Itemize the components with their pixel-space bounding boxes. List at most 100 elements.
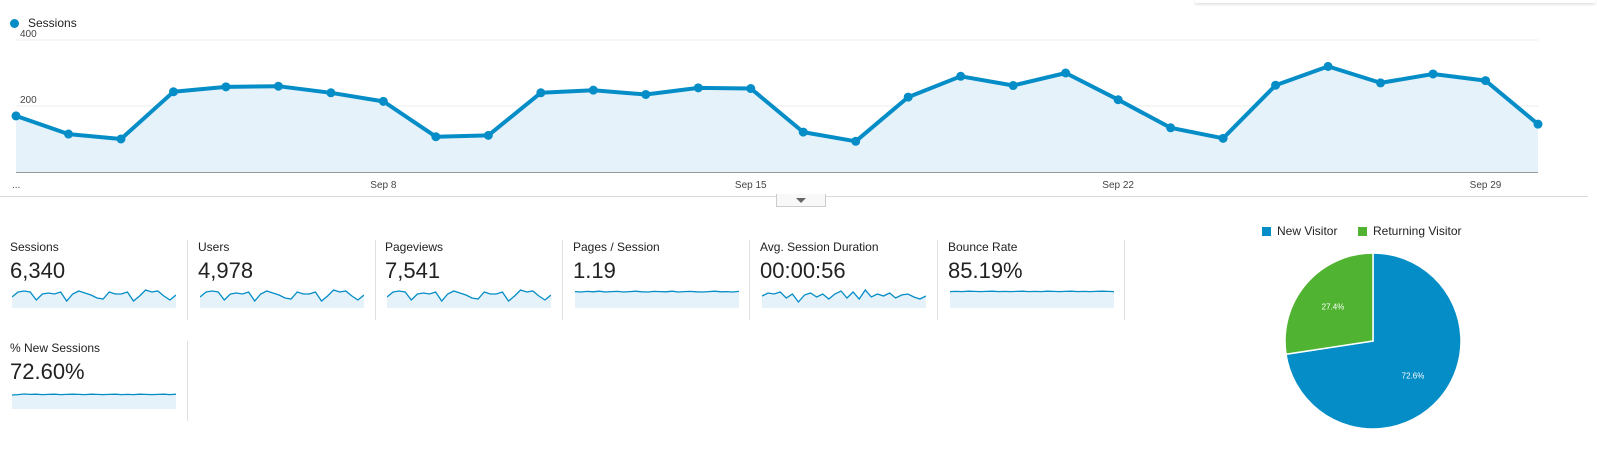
data-point[interactable] — [1533, 119, 1543, 129]
metric-avg-session-duration[interactable]: Avg. Session Duration 00:00:56 — [760, 240, 940, 320]
metric-sparkline — [762, 288, 926, 308]
metric-separator — [1124, 240, 1125, 320]
data-point[interactable] — [11, 111, 21, 121]
data-point[interactable] — [746, 84, 756, 94]
sparkline-line — [12, 393, 176, 396]
metric-sparkline — [387, 289, 551, 308]
metric-label: Users — [198, 240, 230, 254]
sessions-line — [15, 64, 1540, 144]
caret-down-icon — [796, 197, 806, 203]
data-point[interactable] — [483, 130, 493, 140]
data-point[interactable] — [1008, 81, 1018, 91]
data-point[interactable] — [641, 89, 651, 99]
data-point[interactable] — [1376, 78, 1386, 88]
metric-value: 72.60% — [10, 359, 85, 384]
data-point[interactable] — [1271, 80, 1281, 90]
pie-slice-label: 72.6% — [1402, 371, 1425, 380]
main-chart-legend[interactable]: Sessions — [10, 16, 77, 30]
sparkline-fill — [12, 394, 176, 409]
metric-sparkline — [200, 289, 364, 308]
metric-bounce-rate[interactable]: Bounce Rate 85.19% — [948, 240, 1128, 320]
x-tick-label: ... — [12, 180, 20, 191]
metric-value: 85.19% — [948, 258, 1023, 283]
sparkline-fill — [200, 290, 364, 308]
metric-new-sessions[interactable]: % New Sessions 72.60% — [10, 341, 190, 421]
overlay-panel-edge — [1195, 0, 1595, 3]
metric-label: Sessions — [10, 240, 59, 254]
y-tick-label: 200 — [20, 95, 37, 106]
data-point[interactable] — [1428, 69, 1438, 79]
new-visitor-legend-label: New Visitor — [1277, 224, 1338, 238]
metric-pages-session[interactable]: Pages / Session 1.19 — [573, 240, 753, 320]
sparkline-fill — [575, 291, 739, 308]
metric-separator — [187, 341, 188, 421]
data-point[interactable] — [168, 87, 178, 97]
sparkline-line — [762, 288, 926, 304]
data-point[interactable] — [1323, 61, 1333, 71]
pie-slice-label: 27.4% — [1322, 303, 1345, 312]
sparkline-line — [387, 289, 551, 303]
x-tick-label: Sep 29 — [1470, 180, 1502, 191]
metric-label: Bounce Rate — [948, 240, 1018, 254]
sparkline-line — [12, 289, 176, 303]
sparkline-fill — [762, 290, 926, 308]
x-tick-label: Sep 22 — [1102, 180, 1134, 191]
data-point[interactable] — [221, 82, 231, 92]
pie-slice-returning-visitor[interactable] — [1285, 253, 1374, 356]
data-point[interactable] — [903, 92, 913, 102]
sparkline-fill — [12, 290, 176, 308]
metric-label: % New Sessions — [10, 341, 101, 355]
metric-separator — [375, 240, 376, 320]
data-point[interactable] — [798, 127, 808, 137]
visitor-pie-chart[interactable]: 72.6% 27.4% — [1285, 253, 1465, 433]
metric-value: 00:00:56 — [760, 258, 846, 283]
metric-sessions[interactable]: Sessions 6,340 — [10, 240, 190, 320]
data-point[interactable] — [1166, 123, 1176, 133]
metric-separator — [562, 240, 563, 320]
metric-sparkline — [12, 393, 176, 409]
data-point[interactable] — [1061, 68, 1071, 78]
metric-separator — [937, 240, 938, 320]
metric-separator — [749, 240, 750, 320]
metric-separator — [187, 240, 188, 320]
metric-label: Pages / Session — [573, 240, 660, 254]
data-point[interactable] — [116, 134, 126, 144]
data-point[interactable] — [326, 88, 336, 98]
data-point[interactable] — [431, 132, 441, 142]
metric-sparkline — [12, 289, 176, 308]
metric-sparkline — [950, 290, 1114, 308]
data-point[interactable] — [378, 96, 388, 106]
data-point[interactable] — [1218, 133, 1228, 143]
metric-pageviews[interactable]: Pageviews 7,541 — [385, 240, 565, 320]
sparkline-fill — [387, 290, 551, 308]
metric-users[interactable]: Users 4,978 — [198, 240, 378, 320]
metric-value: 1.19 — [573, 258, 616, 283]
data-point[interactable] — [536, 88, 546, 98]
data-point[interactable] — [693, 83, 703, 93]
pie-legend-returning-visitor[interactable]: Returning Visitor — [1358, 224, 1462, 238]
returning-visitor-legend-label: Returning Visitor — [1373, 224, 1462, 238]
sessions-area-fill — [16, 66, 1538, 172]
sparkline-line — [200, 289, 364, 303]
sessions-line-chart[interactable]: 400 200 ... Sep 8 Sep 15 Sep 22 Sep 29 — [0, 30, 1597, 198]
sessions-legend-label: Sessions — [28, 16, 77, 30]
pie-legend-new-visitor[interactable]: New Visitor — [1262, 224, 1337, 238]
x-tick-label: Sep 15 — [735, 180, 767, 191]
metric-value: 7,541 — [385, 258, 441, 283]
metric-label: Avg. Session Duration — [760, 240, 879, 254]
data-point[interactable] — [273, 81, 283, 91]
metric-value: 6,340 — [10, 258, 66, 283]
metric-value: 4,978 — [198, 258, 254, 283]
y-tick-label: 400 — [20, 30, 37, 40]
data-point[interactable] — [851, 136, 861, 146]
returning-visitor-swatch — [1358, 226, 1367, 236]
sessions-legend-dot — [10, 18, 19, 28]
data-point[interactable] — [1481, 76, 1491, 86]
collapse-toggle-button[interactable] — [776, 194, 826, 207]
data-point[interactable] — [63, 129, 73, 139]
new-visitor-swatch — [1262, 226, 1271, 236]
data-point[interactable] — [1113, 95, 1123, 105]
data-point[interactable] — [588, 85, 598, 95]
sparkline-line — [575, 290, 739, 293]
data-point[interactable] — [956, 71, 966, 81]
